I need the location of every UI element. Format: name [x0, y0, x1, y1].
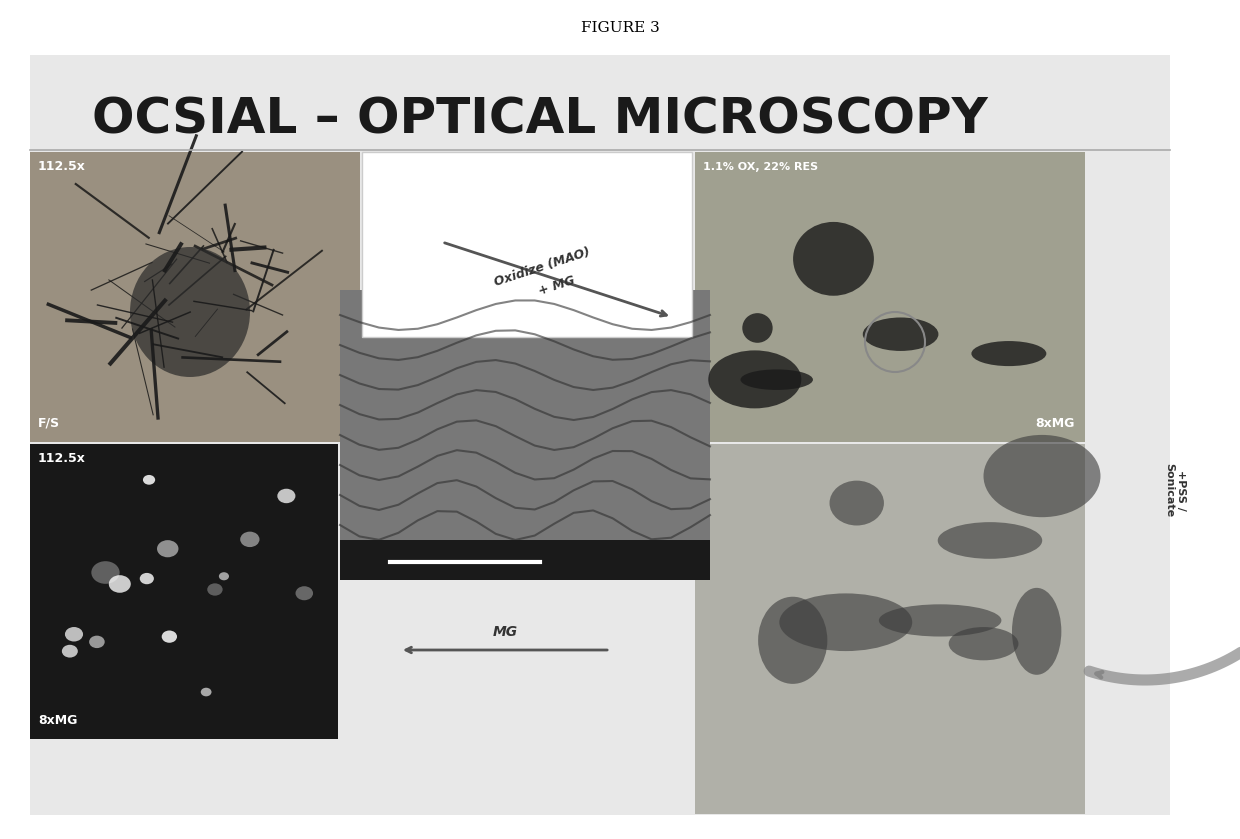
Ellipse shape — [879, 604, 1002, 637]
Ellipse shape — [863, 317, 939, 351]
Bar — [340, 290, 711, 580]
Ellipse shape — [161, 630, 177, 643]
Ellipse shape — [779, 593, 913, 651]
Text: + MG: + MG — [537, 274, 577, 298]
Text: MG: MG — [492, 625, 517, 639]
Ellipse shape — [1012, 588, 1061, 675]
Ellipse shape — [971, 341, 1047, 366]
Ellipse shape — [295, 586, 312, 600]
Bar — [340, 540, 711, 580]
Ellipse shape — [92, 561, 119, 584]
FancyBboxPatch shape — [30, 55, 1171, 815]
Ellipse shape — [109, 576, 130, 593]
Bar — [30, 152, 360, 442]
Text: F/S: F/S — [38, 417, 60, 430]
Ellipse shape — [794, 221, 874, 295]
Ellipse shape — [740, 369, 813, 390]
Ellipse shape — [983, 435, 1100, 517]
Text: 8xMG: 8xMG — [1035, 417, 1074, 430]
Ellipse shape — [207, 583, 223, 596]
Ellipse shape — [157, 540, 179, 557]
Bar — [30, 444, 339, 739]
Ellipse shape — [708, 351, 801, 409]
Ellipse shape — [937, 522, 1042, 559]
Bar — [370, 600, 640, 700]
Text: +PSS /
Sonicate: +PSS / Sonicate — [1164, 463, 1185, 517]
Ellipse shape — [62, 645, 78, 658]
Bar — [30, 152, 360, 442]
Ellipse shape — [743, 313, 773, 343]
Ellipse shape — [89, 636, 104, 648]
Ellipse shape — [830, 481, 884, 525]
Ellipse shape — [278, 489, 295, 503]
Ellipse shape — [201, 688, 212, 696]
Text: FIGURE 3: FIGURE 3 — [580, 21, 660, 35]
Text: 112.5x: 112.5x — [38, 452, 86, 465]
Bar — [362, 152, 692, 337]
Text: OCSIAL – OPTICAL MICROSCOPY: OCSIAL – OPTICAL MICROSCOPY — [92, 96, 988, 144]
Ellipse shape — [219, 572, 229, 581]
Ellipse shape — [140, 573, 154, 584]
Text: 8xMG: 8xMG — [38, 714, 77, 727]
Bar — [340, 290, 711, 580]
Bar — [694, 444, 1085, 814]
Ellipse shape — [64, 627, 83, 642]
Ellipse shape — [949, 627, 1018, 660]
Text: 112.5x: 112.5x — [38, 160, 86, 173]
Bar — [694, 152, 1085, 442]
Text: Oxidize (MAO): Oxidize (MAO) — [492, 246, 591, 289]
Ellipse shape — [758, 597, 827, 684]
Ellipse shape — [130, 247, 250, 377]
Ellipse shape — [241, 532, 259, 547]
Ellipse shape — [143, 475, 155, 485]
Text: 1.1% OX, 22% RES: 1.1% OX, 22% RES — [703, 162, 818, 172]
